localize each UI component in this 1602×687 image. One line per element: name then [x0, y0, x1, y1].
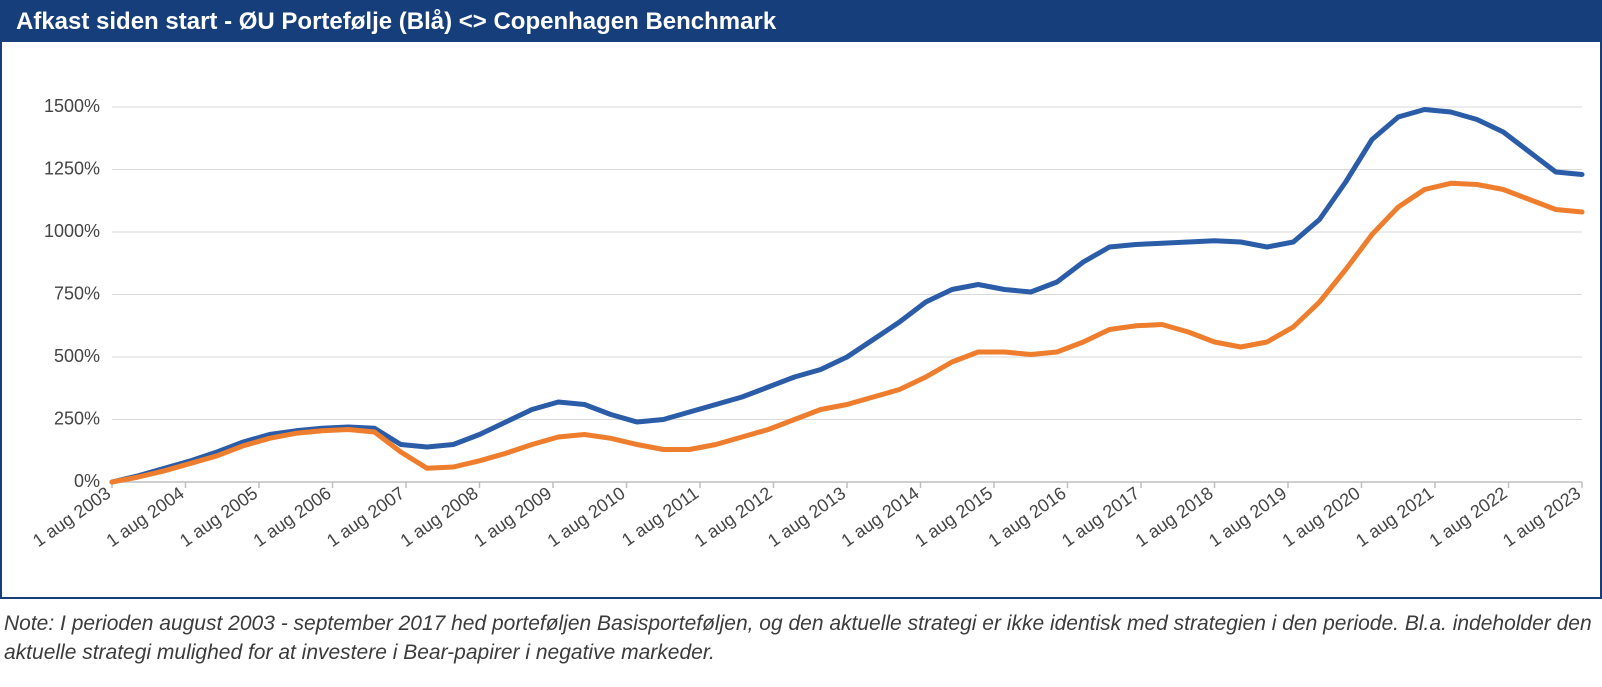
chart-footnote: Note: I perioden august 2003 - september…: [0, 599, 1602, 672]
y-tick-label: 250%: [54, 408, 100, 428]
chart-title: Afkast siden start - ØU Portefølje (Blå)…: [16, 8, 776, 35]
chart-card: Afkast siden start - ØU Portefølje (Blå)…: [0, 0, 1602, 599]
page-root: Afkast siden start - ØU Portefølje (Blå)…: [0, 0, 1602, 672]
chart-title-bar: Afkast siden start - ØU Portefølje (Blå)…: [2, 2, 1600, 42]
chart-svg: 0%250%500%750%1000%1250%1500%1 aug 20031…: [2, 42, 1600, 597]
chart-plot-area: 0%250%500%750%1000%1250%1500%1 aug 20031…: [2, 42, 1600, 597]
y-tick-label: 750%: [54, 283, 100, 303]
y-tick-label: 500%: [54, 346, 100, 366]
y-tick-label: 1000%: [44, 221, 100, 241]
y-tick-label: 1250%: [44, 158, 100, 178]
y-tick-label: 1500%: [44, 96, 100, 116]
